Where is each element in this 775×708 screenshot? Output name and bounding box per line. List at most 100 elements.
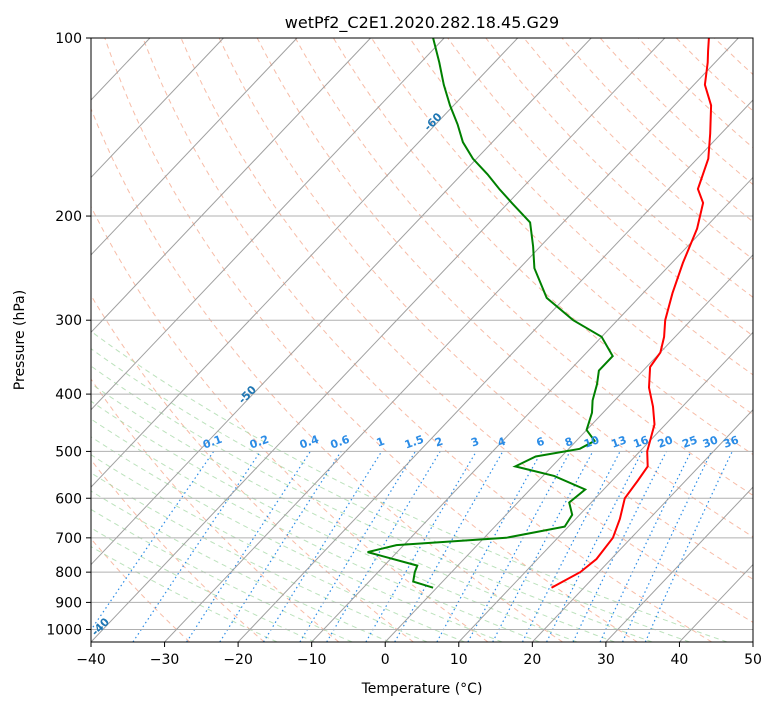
mixing-ratio-line xyxy=(132,451,261,642)
dry-adiabat xyxy=(104,38,638,642)
dry-adiabat xyxy=(523,38,753,260)
dry-adiabat xyxy=(752,38,753,40)
mixing-ratio-line xyxy=(219,451,342,642)
y-axis: 100 200 300 400 500 600 700 800 900 1000 xyxy=(46,31,91,638)
dry-adiabat xyxy=(91,205,489,642)
y-tick-label: 100 xyxy=(55,31,82,47)
profile-line xyxy=(551,38,713,589)
dry-adiabat xyxy=(714,38,753,76)
x-tick-label: 10 xyxy=(450,652,468,668)
y-tick-label: 1000 xyxy=(46,622,82,638)
mixing-ratio-line xyxy=(299,451,416,642)
mixing-ratio-label: 20 xyxy=(656,433,675,451)
dry-adiabat xyxy=(561,38,753,223)
mixing-ratio-line xyxy=(622,451,713,642)
mixing-ratio-line xyxy=(572,451,667,642)
moist-adiabat xyxy=(91,436,503,642)
moist-adiabat xyxy=(91,546,278,642)
plot-frame xyxy=(90,37,754,643)
isotherm xyxy=(605,486,753,642)
mixing-ratio-label: 0.4 xyxy=(298,433,321,452)
y-axis-label: Pressure (hPa) xyxy=(12,290,28,390)
mixing-ratio-label: 16 xyxy=(632,433,651,451)
mixing-ratio-line xyxy=(467,451,571,642)
y-tick-label: 500 xyxy=(55,444,82,460)
isotherm xyxy=(0,38,3,642)
y-tick-label: 900 xyxy=(55,595,82,611)
isotherm xyxy=(384,254,753,642)
isotherm xyxy=(91,38,445,411)
dry-adiabat xyxy=(256,38,753,538)
dry-adiabat xyxy=(218,38,753,580)
dry-adiabat xyxy=(91,458,265,642)
x-tick-label: 30 xyxy=(597,652,615,668)
mixing-ratio-line xyxy=(546,451,643,642)
moist-adiabat xyxy=(91,348,690,642)
profile-line xyxy=(367,38,614,589)
x-tick-label: 20 xyxy=(523,652,541,668)
x-tick-label: −40 xyxy=(76,652,106,668)
mixing-ratio-line xyxy=(262,451,383,642)
x-axis-label: Temperature (°C) xyxy=(361,681,483,697)
isotherm xyxy=(164,38,739,642)
dry-adiabat xyxy=(142,38,713,642)
background-lines xyxy=(91,38,753,642)
x-tick-label: 0 xyxy=(381,652,390,668)
mixing-ratio-label: 36 xyxy=(722,433,741,451)
moist-adiabat xyxy=(91,418,540,642)
y-tick-label: 300 xyxy=(55,313,82,329)
y-tick-label: 800 xyxy=(55,565,82,581)
line-labels: -60-50-400.1 0.2 0.4 0.6 1 1.5 2 3 4 6 8 10 13 16 20 25… xyxy=(89,110,741,639)
mixing-ratio-line xyxy=(91,451,215,632)
dry-adiabat xyxy=(409,38,753,376)
mixing-ratio-label: 0.6 xyxy=(329,433,352,452)
moist-adiabat xyxy=(91,490,390,642)
moist-adiabat xyxy=(91,472,428,642)
mixing-ratio-label: 2 xyxy=(433,435,445,450)
dry-adiabat xyxy=(637,38,753,149)
mixing-ratio-line xyxy=(326,451,441,642)
mixing-ratio-label: 0.1 xyxy=(201,433,224,452)
mixing-ratio-label: 25 xyxy=(680,433,699,450)
isotherm xyxy=(679,563,753,642)
dry-adiabat xyxy=(599,38,753,186)
x-tick-label: 40 xyxy=(671,652,689,668)
isotherm xyxy=(531,408,753,642)
moist-adiabat xyxy=(91,508,353,642)
isotherm xyxy=(91,38,519,488)
moist-adiabat xyxy=(91,383,615,642)
mixing-ratio-label: 0.2 xyxy=(248,433,271,452)
mixing-ratio-label: 3 xyxy=(469,435,481,450)
dry-adiabat xyxy=(91,294,414,642)
series-lines xyxy=(367,38,713,589)
isotherm xyxy=(91,38,224,179)
dry-adiabat xyxy=(332,38,753,456)
x-tick-label: 50 xyxy=(744,652,762,668)
dry-adiabat xyxy=(91,378,340,642)
mixing-ratio-line xyxy=(365,451,477,642)
isotherm xyxy=(91,38,371,334)
dry-adiabat xyxy=(485,38,753,298)
mixing-ratio-label: 10 xyxy=(582,433,601,451)
mixing-ratio-line xyxy=(436,451,543,642)
chart-title: wetPf2_C2E1.2020.282.18.45.G29 xyxy=(285,13,559,33)
x-axis: −40 −30 −20 −10 0 10 20 30 40 50 xyxy=(76,642,762,668)
y-tick-label: 200 xyxy=(55,209,82,225)
x-tick-label: −30 xyxy=(150,652,180,668)
mixing-ratio-label: 30 xyxy=(701,433,720,451)
mixing-ratio-label: 4 xyxy=(496,435,508,450)
moist-adiabat xyxy=(91,365,653,642)
mixing-ratio-label: 6 xyxy=(535,435,547,450)
mixing-ratio-label: 13 xyxy=(610,433,629,450)
mixing-ratio-label: 1.5 xyxy=(403,433,426,452)
isotherm xyxy=(91,38,666,642)
mixing-ratio-line xyxy=(599,451,692,642)
x-tick-label: −20 xyxy=(223,652,253,668)
isotherm xyxy=(237,99,753,642)
y-tick-label: 400 xyxy=(55,387,82,403)
dry-adiabat xyxy=(91,537,191,642)
mixing-ratio-line xyxy=(644,451,733,642)
dry-adiabat xyxy=(180,38,753,623)
y-tick-label: 600 xyxy=(55,491,82,507)
